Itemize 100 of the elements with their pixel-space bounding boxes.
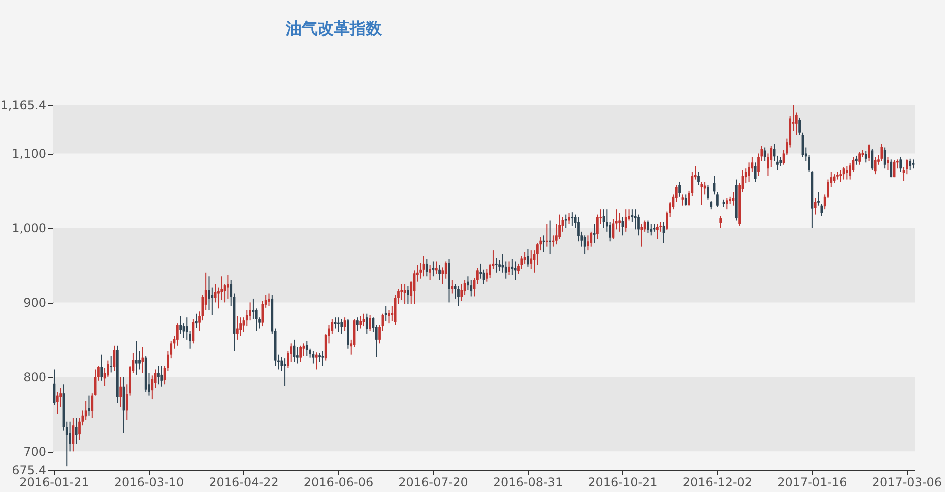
candlestick	[568, 212, 570, 225]
candlestick	[820, 204, 824, 217]
candlestick	[407, 286, 410, 305]
candlestick	[300, 345, 302, 363]
candlestick	[388, 310, 390, 324]
candlestick	[252, 298, 255, 320]
candlestick	[656, 224, 659, 240]
candlestick	[227, 274, 230, 300]
candlestick	[754, 162, 757, 183]
candlestick	[400, 284, 404, 301]
candlestick	[764, 147, 766, 162]
candlestick	[369, 314, 372, 332]
candlestick	[798, 117, 801, 136]
x-tick-label: 2016-03-10	[114, 476, 184, 490]
candlestick	[546, 224, 548, 248]
candlestick	[100, 354, 104, 382]
x-tick-label: 2016-12-02	[682, 476, 753, 490]
candlestick	[180, 316, 182, 334]
candlestick	[135, 340, 138, 376]
candlestick	[909, 158, 912, 171]
candlestick	[75, 418, 78, 445]
candlestick	[356, 317, 359, 332]
candlestick	[846, 166, 848, 180]
candlestick	[236, 316, 239, 340]
candlestick	[360, 316, 362, 330]
x-tick-label: 2017-01-16	[778, 476, 848, 490]
x-tick-label: 2017-03-06	[872, 476, 942, 490]
candlestick	[900, 156, 902, 173]
candlestick	[334, 317, 337, 330]
x-tick-label: 2016-04-22	[209, 476, 279, 490]
candlestick	[814, 198, 817, 216]
candlestick	[587, 235, 590, 252]
candlestick	[868, 144, 870, 162]
candlestick	[176, 323, 179, 346]
candlestick	[880, 144, 884, 162]
candlestick	[590, 231, 593, 248]
candlestick	[160, 366, 164, 388]
candlestick	[470, 280, 473, 298]
candlestick	[884, 147, 886, 170]
candlestick	[890, 159, 893, 178]
candlestick	[315, 352, 318, 370]
candlestick	[438, 264, 441, 281]
candlestick	[571, 212, 574, 226]
candlestick	[624, 209, 628, 232]
candlestick	[56, 392, 59, 415]
candlestick	[338, 317, 340, 333]
candlestick	[384, 306, 388, 322]
candlestick	[312, 350, 315, 364]
candlestick	[495, 258, 498, 274]
candlestick	[458, 286, 460, 307]
y-tick-label: 800	[24, 370, 46, 385]
candlestick	[442, 267, 444, 285]
candlestick	[366, 313, 368, 334]
candlestick	[530, 250, 533, 270]
x-tick-label: 2016-06-06	[304, 476, 374, 490]
candlestick	[618, 212, 621, 232]
candlestick	[682, 194, 684, 206]
candlestick	[435, 261, 438, 275]
x-tick-label: 2016-07-20	[398, 476, 468, 490]
chart-title: 油气改革指数	[285, 19, 384, 38]
candlestick	[698, 172, 700, 186]
candlestick	[110, 356, 113, 374]
candlestick	[549, 220, 552, 255]
candlestick	[716, 192, 719, 208]
candlestick	[240, 317, 242, 337]
y-tick-label: 1,000	[12, 222, 46, 236]
y-tick-label: 700	[24, 445, 46, 460]
y-tick-label: 1,100	[12, 147, 46, 162]
candlestick	[840, 170, 842, 183]
candlestick	[720, 216, 722, 229]
candlestick	[426, 258, 428, 278]
candlestick	[640, 224, 644, 248]
candlestick	[874, 156, 877, 176]
candlestick	[120, 376, 122, 408]
candlestick	[650, 224, 653, 236]
candlestick	[340, 318, 344, 334]
x-tick-label: 2016-08-31	[493, 476, 564, 490]
candlestick	[647, 220, 650, 234]
candlestick	[707, 184, 710, 200]
candlestick	[684, 194, 688, 206]
candlestick	[678, 182, 681, 198]
candlestick	[306, 340, 308, 357]
x-tick-label: 2016-01-21	[20, 476, 90, 490]
candlestick	[887, 156, 890, 171]
candlestick	[514, 261, 517, 281]
candlestick	[142, 346, 144, 374]
candlestick	[527, 248, 530, 268]
candlestick	[864, 150, 868, 164]
candlestick	[429, 264, 432, 281]
candlestick	[138, 350, 141, 370]
candlestick	[460, 284, 464, 302]
candlestick	[158, 366, 160, 386]
candlestick	[211, 287, 214, 316]
x-tick-label: 2016-10-21	[588, 476, 658, 490]
candlestick	[508, 261, 510, 276]
candlestick	[268, 293, 270, 307]
candlestick	[726, 198, 728, 210]
y-tick-label: 1,165.4	[0, 98, 46, 112]
candlestick	[451, 280, 454, 294]
candlestick	[195, 313, 198, 329]
